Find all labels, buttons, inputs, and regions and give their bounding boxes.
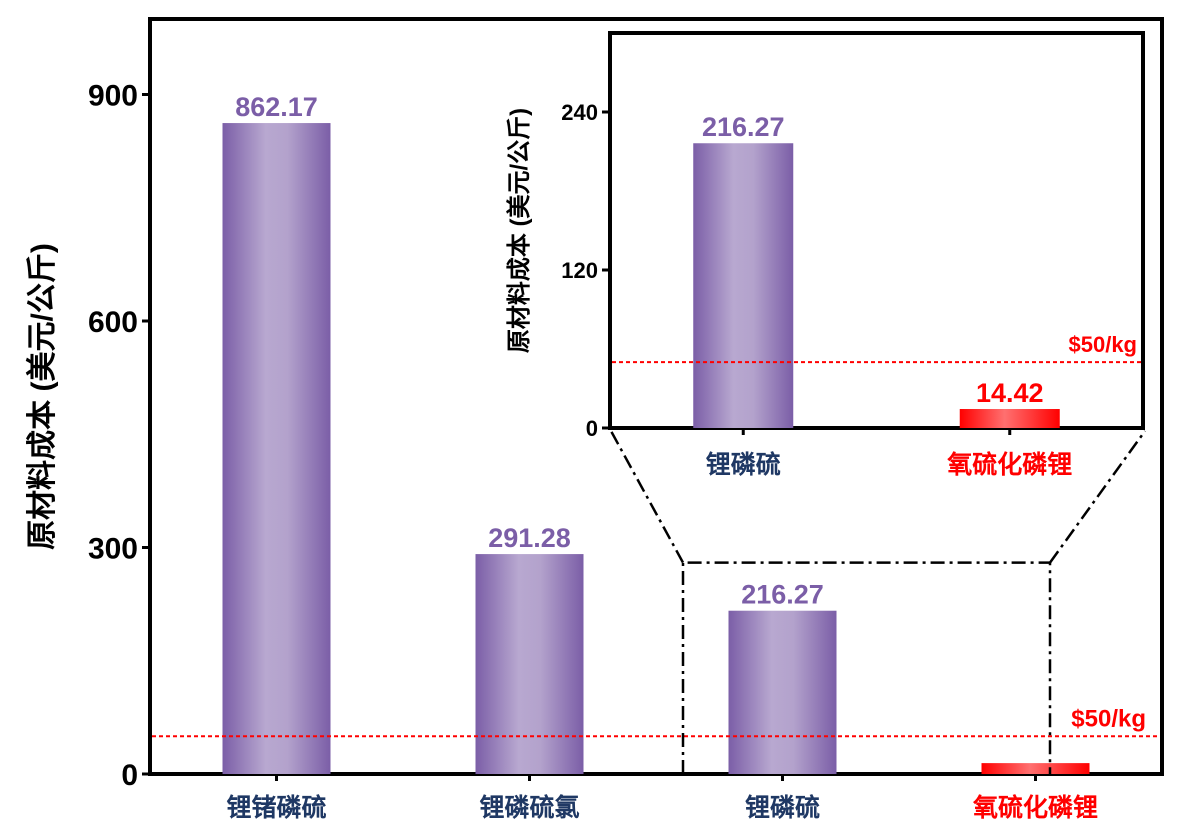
y-tick-label: 120 xyxy=(561,258,598,283)
zoom-region-box xyxy=(681,561,1052,774)
zoom-connector-left xyxy=(609,430,685,564)
bar xyxy=(693,143,794,428)
y-tick-label: 0 xyxy=(121,759,138,792)
data-label: 216.27 xyxy=(702,112,785,142)
bar xyxy=(728,610,837,774)
y-axis-label: 原材料成本 (美元/公斤) xyxy=(25,243,59,550)
data-label: 862.17 xyxy=(235,92,318,122)
y-tick-label: 600 xyxy=(88,306,138,339)
zoom-indicator xyxy=(609,430,1147,774)
zoom-connector-right xyxy=(1048,430,1147,564)
category-label: 锂锗磷硫 xyxy=(226,793,326,822)
plot-frame xyxy=(608,31,1145,430)
data-label: 291.28 xyxy=(488,523,571,553)
bar xyxy=(222,123,331,775)
reference-label: $50/kg xyxy=(1069,332,1138,357)
category-label: 锂磷硫 xyxy=(706,450,781,479)
inset-plot: 216.27 锂磷硫 14.42 氧硫化磷锂 $50/kg 0 120 240 原材料成本 (美… xyxy=(505,31,1145,479)
reference-label: $50/kg xyxy=(1071,705,1146,732)
category-label: 锂磷硫氯 xyxy=(479,793,579,822)
category-label: 氧硫化磷锂 xyxy=(946,450,1072,479)
bar xyxy=(981,763,1090,774)
category-label: 氧硫化磷锂 xyxy=(972,793,1098,822)
data-label: 14.42 xyxy=(976,378,1044,408)
y-tick-label: 300 xyxy=(88,532,138,565)
y-tick-label: 0 xyxy=(586,416,598,441)
y-tick-label: 240 xyxy=(561,100,598,125)
y-axis-label: 原材料成本 (美元/公斤) xyxy=(505,108,533,353)
bar xyxy=(959,409,1060,428)
y-tick-label: 900 xyxy=(88,79,138,112)
data-label: 216.27 xyxy=(741,580,824,610)
bar xyxy=(475,554,584,774)
category-label: 锂磷硫 xyxy=(745,793,820,822)
